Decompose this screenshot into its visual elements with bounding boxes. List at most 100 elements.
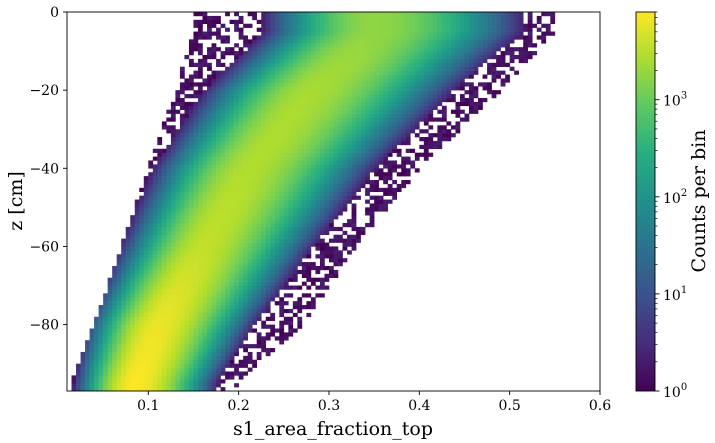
heatmap-cell bbox=[419, 58, 425, 64]
heatmap-cell bbox=[319, 246, 325, 251]
heatmap-cell bbox=[193, 117, 199, 122]
heatmap-cell bbox=[297, 324, 303, 329]
heatmap-cell bbox=[279, 308, 285, 314]
heatmap-cell bbox=[365, 211, 370, 216]
heatmap-cell bbox=[179, 234, 185, 239]
heatmap-cell bbox=[279, 58, 285, 64]
heatmap-cell bbox=[184, 113, 190, 118]
heatmap-cell bbox=[261, 62, 267, 67]
heatmap-cell bbox=[437, 117, 443, 122]
heatmap-cell bbox=[188, 285, 194, 290]
heatmap-cell bbox=[333, 168, 339, 173]
heatmap-cell bbox=[179, 183, 185, 189]
heatmap-cell bbox=[261, 90, 267, 95]
heatmap-cell bbox=[229, 348, 235, 353]
heatmap-cell bbox=[518, 54, 524, 60]
heatmap-cell bbox=[139, 211, 145, 216]
heatmap-cell bbox=[288, 113, 294, 118]
heatmap-cell bbox=[134, 211, 140, 216]
heatmap-cell bbox=[383, 62, 389, 67]
heatmap-cell bbox=[202, 144, 208, 150]
heatmap-cell bbox=[157, 246, 163, 251]
heatmap-cell bbox=[459, 109, 465, 114]
heatmap-cell bbox=[306, 164, 312, 169]
heatmap-cell bbox=[297, 66, 303, 71]
heatmap-cell bbox=[170, 293, 176, 298]
heatmap-cell bbox=[270, 47, 276, 52]
heatmap-cell bbox=[374, 144, 379, 150]
heatmap-cell bbox=[265, 144, 271, 150]
heatmap-cell bbox=[387, 82, 393, 87]
heatmap-cell bbox=[270, 226, 276, 232]
heatmap-cell bbox=[369, 195, 375, 200]
heatmap-cell bbox=[211, 97, 217, 103]
heatmap-cell bbox=[392, 117, 398, 122]
heatmap-cell bbox=[161, 359, 167, 364]
heatmap-cell bbox=[247, 273, 253, 278]
heatmap-cell bbox=[301, 47, 307, 52]
heatmap-cell bbox=[80, 359, 86, 364]
heatmap-cell bbox=[179, 242, 185, 247]
heatmap-cell bbox=[207, 359, 212, 364]
heatmap-cell bbox=[383, 140, 389, 146]
heatmap-cell bbox=[338, 27, 343, 32]
heatmap-cell bbox=[265, 265, 271, 271]
heatmap-cell bbox=[315, 90, 321, 95]
heatmap-cell bbox=[247, 94, 253, 99]
heatmap-cell bbox=[207, 340, 212, 345]
heatmap-cell bbox=[365, 35, 370, 40]
heatmap-cell bbox=[279, 187, 285, 193]
heatmap-cell bbox=[328, 43, 334, 48]
heatmap-cell bbox=[121, 348, 127, 353]
heatmap-cell bbox=[274, 113, 280, 118]
heatmap-cell bbox=[207, 301, 212, 306]
heatmap-cell bbox=[216, 246, 221, 251]
heatmap-cell bbox=[270, 164, 276, 169]
heatmap-cell bbox=[378, 90, 384, 95]
heatmap-cell bbox=[265, 332, 271, 337]
heatmap-cell bbox=[130, 293, 136, 298]
heatmap-cell bbox=[193, 105, 199, 110]
heatmap-cell bbox=[518, 27, 524, 32]
heatmap-cell bbox=[193, 312, 199, 318]
heatmap-cell bbox=[216, 242, 221, 247]
heatmap-cell bbox=[216, 269, 221, 275]
heatmap-cell bbox=[274, 336, 280, 341]
heatmap-cell bbox=[297, 160, 303, 165]
heatmap-cell bbox=[207, 172, 212, 177]
heatmap-cell bbox=[270, 62, 276, 67]
heatmap-cell bbox=[496, 58, 501, 64]
heatmap-cell bbox=[333, 78, 339, 83]
heatmap-cell bbox=[437, 66, 443, 71]
heatmap-cell bbox=[378, 39, 384, 44]
heatmap-cell bbox=[252, 250, 258, 255]
heatmap-cell bbox=[270, 246, 276, 251]
heatmap-cell bbox=[464, 62, 470, 67]
heatmap-cell bbox=[256, 105, 262, 110]
heatmap-cell bbox=[238, 121, 244, 126]
heatmap-cell bbox=[482, 74, 488, 79]
heatmap-cell bbox=[283, 78, 289, 83]
heatmap-cell bbox=[270, 316, 276, 321]
heatmap-cell bbox=[238, 203, 244, 208]
heatmap-cell bbox=[179, 328, 185, 333]
heatmap-cell bbox=[283, 125, 289, 130]
heatmap-cell bbox=[179, 359, 185, 364]
heatmap-cell bbox=[283, 238, 289, 243]
heatmap-cell bbox=[197, 238, 203, 243]
heatmap-cell bbox=[423, 152, 429, 157]
heatmap-cell bbox=[310, 152, 316, 157]
heatmap-cell bbox=[188, 160, 194, 165]
heatmap-cell bbox=[306, 90, 312, 95]
heatmap-cell bbox=[455, 35, 461, 40]
heatmap-cell bbox=[216, 277, 221, 282]
heatmap-cell bbox=[333, 70, 339, 75]
heatmap-cell bbox=[410, 129, 416, 134]
heatmap-cell bbox=[374, 113, 379, 118]
heatmap-cell bbox=[170, 355, 176, 361]
heatmap-cell bbox=[175, 262, 181, 267]
heatmap-cell bbox=[270, 133, 276, 138]
heatmap-cell bbox=[419, 137, 425, 142]
heatmap-cell bbox=[216, 58, 221, 64]
heatmap-cell bbox=[238, 324, 244, 329]
